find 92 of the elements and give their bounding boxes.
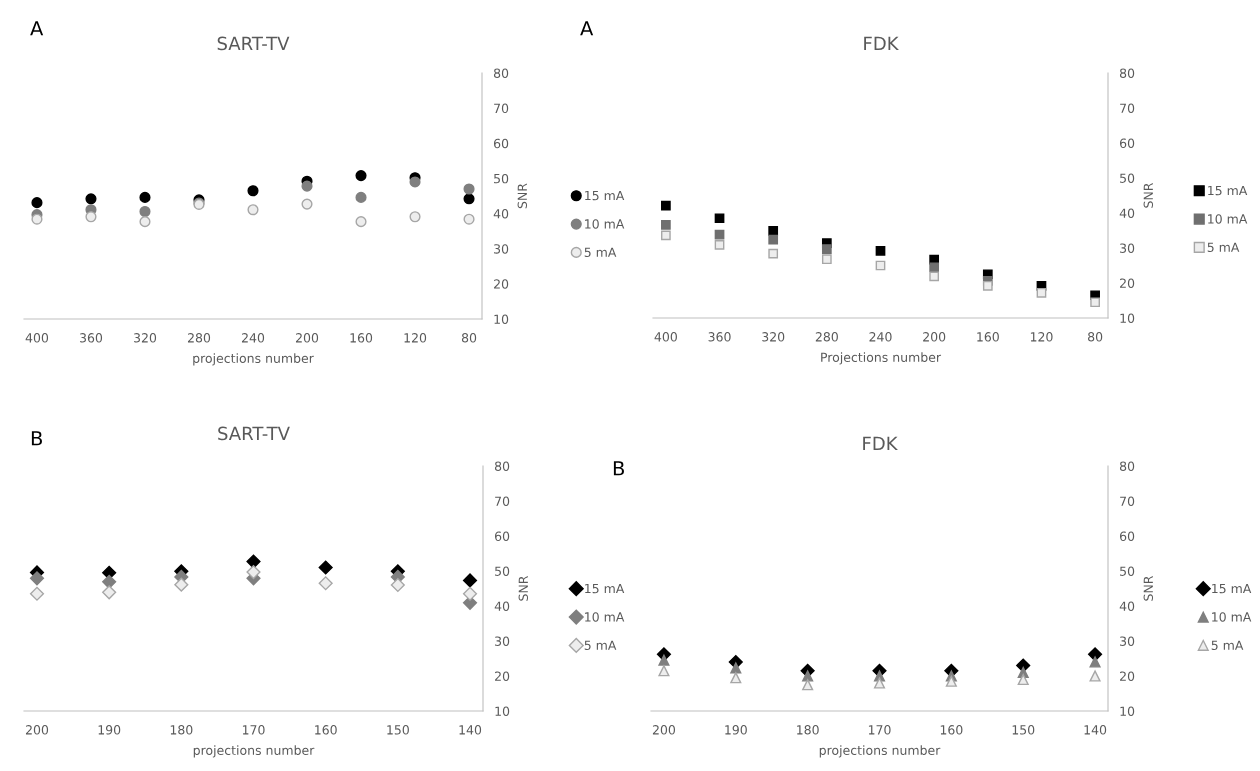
- x-tick-label: 360: [80, 333, 103, 343]
- text: B: [31, 431, 42, 446]
- y-tick-label: 10: [1120, 313, 1135, 323]
- y-tick-label: 20: [1120, 278, 1135, 288]
- y-tick-label: 80: [1119, 461, 1135, 471]
- x-tick-label: 360: [708, 332, 731, 342]
- y-tick-label: 40: [1119, 601, 1135, 611]
- x-axis-title: projections number: [193, 353, 314, 366]
- text: A: [30, 21, 44, 36]
- legend-label: 15 mA: [1208, 185, 1248, 196]
- x-tick-label: 150: [1012, 725, 1035, 735]
- x-tick-label: 170: [868, 725, 891, 735]
- y-tick-label: 50: [494, 173, 509, 184]
- chart-title: SART-TV: [218, 426, 290, 441]
- x-axis-title: Projections number: [821, 352, 942, 365]
- x-tick-label: 80: [461, 333, 477, 343]
- x-tick-label: 190: [98, 725, 121, 735]
- x-tick-label: 200: [296, 333, 319, 343]
- y-tick-label: 30: [1120, 243, 1135, 253]
- chart-title: FDK: [864, 36, 899, 50]
- y-tick-label: 20: [495, 671, 510, 681]
- y-tick-label: 70: [494, 103, 509, 114]
- x-tick-label: 320: [134, 333, 157, 343]
- x-tick-label: 160: [350, 333, 373, 343]
- y-tick-label: 70: [1120, 103, 1135, 113]
- x-tick-label: 200: [25, 725, 49, 735]
- x-axis-title: projections number: [193, 745, 315, 758]
- x-tick-label: 200: [652, 725, 676, 735]
- x-tick-label: 320: [762, 332, 785, 342]
- y-axis-title: SNR: [1143, 575, 1154, 601]
- x-tick-label: 160: [977, 332, 999, 342]
- x-axis-title: projections number: [819, 745, 941, 758]
- x-tick-label: 240: [869, 332, 892, 342]
- x-tick-label: 140: [1084, 725, 1107, 735]
- text: A: [580, 21, 594, 36]
- x-tick-label: 280: [815, 332, 838, 342]
- y-tick-label: 70: [1120, 496, 1135, 506]
- legend-label: 15 mA: [585, 583, 625, 594]
- y-axis-title: SNR: [517, 183, 528, 209]
- y-tick-label: 40: [493, 209, 509, 219]
- y-tick-label: 60: [493, 138, 509, 149]
- x-tick-label: 400: [654, 332, 677, 342]
- y-tick-label: 60: [494, 531, 510, 541]
- x-tick-label: 120: [1030, 332, 1053, 342]
- chart-title: FDK: [863, 436, 898, 450]
- y-tick-label: 50: [495, 566, 510, 576]
- x-tick-label: 170: [242, 725, 265, 735]
- legend-label: 10 mA: [1208, 214, 1248, 224]
- y-tick-label: 40: [494, 601, 510, 611]
- x-tick-label: 400: [25, 333, 49, 343]
- y-axis-title: SNR: [1143, 182, 1154, 208]
- legend-label: 15 mA: [585, 190, 625, 201]
- x-tick-label: 80: [1088, 332, 1103, 342]
- x-tick-label: 160: [940, 725, 963, 735]
- x-tick-label: 280: [187, 333, 211, 343]
- x-tick-label: 160: [315, 725, 337, 735]
- y-tick-label: 80: [1119, 68, 1135, 78]
- y-axis-title: SNR: [518, 575, 529, 601]
- y-tick-label: 20: [1120, 671, 1135, 681]
- y-tick-label: 10: [495, 706, 510, 716]
- legend-label: 5 mA: [584, 640, 617, 650]
- legend-label: 5 mA: [1211, 640, 1244, 650]
- y-tick-label: 30: [1120, 636, 1135, 646]
- y-tick-label: 50: [1120, 173, 1135, 183]
- y-tick-label: 10: [494, 314, 509, 324]
- y-tick-label: 80: [493, 68, 509, 78]
- x-tick-label: 180: [797, 725, 819, 735]
- y-tick-label: 80: [494, 461, 510, 471]
- y-tick-label: 60: [1119, 531, 1135, 541]
- y-tick-label: 20: [494, 279, 509, 289]
- x-tick-label: 240: [241, 333, 265, 343]
- x-tick-label: 120: [404, 333, 427, 343]
- legend-label: 15 mA: [1212, 583, 1252, 594]
- x-tick-label: 190: [725, 725, 747, 735]
- x-tick-label: 150: [387, 725, 409, 735]
- x-tick-label: 200: [923, 332, 946, 342]
- legend-label: 5 mA: [1207, 242, 1240, 252]
- y-tick-label: 10: [1120, 706, 1135, 716]
- x-tick-label: 180: [170, 725, 193, 735]
- y-tick-label: 30: [494, 244, 509, 254]
- x-tick-label: 140: [459, 725, 482, 735]
- legend-label: 10 mA: [585, 612, 625, 622]
- legend-label: 5 mA: [584, 247, 617, 257]
- y-tick-label: 60: [1119, 138, 1135, 148]
- y-tick-label: 70: [495, 496, 510, 506]
- y-tick-label: 30: [495, 636, 510, 646]
- text: B: [613, 461, 624, 476]
- legend-label: 10 mA: [585, 219, 625, 229]
- chart-title: SART-TV: [217, 36, 290, 51]
- y-tick-label: 50: [1120, 566, 1135, 576]
- y-tick-label: 40: [1119, 208, 1135, 218]
- legend-label: 10 mA: [1212, 612, 1252, 622]
